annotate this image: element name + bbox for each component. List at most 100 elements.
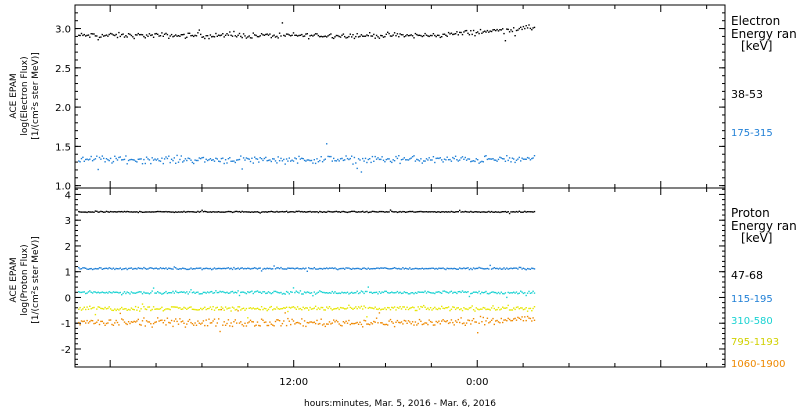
electron-point-175-315 [165, 156, 167, 158]
electron-point-175-315 [108, 159, 110, 162]
proton-point-1060-1900 [224, 324, 227, 326]
proton-point-115-195 [154, 267, 156, 270]
proton-point-310-580 [302, 293, 304, 295]
proton-point-115-195 [169, 267, 171, 270]
proton-point-795-1193 [310, 308, 313, 310]
electron-point-175-315 [248, 158, 250, 160]
proton-point-795-1193 [202, 307, 205, 310]
proton-point-795-1193 [518, 308, 520, 310]
proton-point-310-580 [349, 292, 351, 294]
proton-point-310-580 [100, 291, 102, 294]
proton-point-115-195 [173, 266, 175, 268]
electron-point-38-53 [170, 33, 173, 36]
proton-point-47-68 [188, 211, 191, 213]
proton-point-47-68 [441, 211, 443, 213]
proton-legend-series-2: 115-195 [731, 294, 773, 305]
proton-point-47-68 [399, 210, 401, 213]
electron-point-175-315 [145, 156, 148, 158]
electron-point-175-315 [143, 158, 145, 161]
proton-point-310-580 [312, 295, 314, 297]
proton-point-795-1193 [484, 307, 486, 309]
electron-point-38-53 [127, 33, 130, 35]
proton-point-1060-1900 [420, 320, 422, 322]
electron-point-38-53 [377, 36, 379, 38]
proton-point-310-580 [374, 291, 376, 294]
proton-point-795-1193 [276, 306, 278, 308]
proton-point-310-580 [109, 291, 112, 294]
proton-point-1060-1900 [403, 319, 405, 322]
proton-point-310-580 [486, 292, 489, 295]
electron-point-175-315 [482, 161, 484, 163]
proton-point-795-1193 [269, 306, 271, 309]
electron-point-175-315 [395, 155, 397, 158]
proton-point-47-68 [388, 211, 390, 213]
proton-point-795-1193 [148, 306, 151, 308]
proton-point-310-580 [182, 291, 184, 293]
proton-point-795-1193 [218, 309, 220, 311]
electron-point-38-53 [331, 37, 333, 39]
proton-point-795-1193 [524, 308, 526, 310]
proton-point-310-580 [219, 290, 221, 293]
proton-point-47-68 [123, 210, 126, 213]
electron-point-175-315 [215, 157, 217, 159]
proton-point-1060-1900 [503, 319, 505, 321]
proton-point-795-1193 [497, 306, 500, 309]
proton-point-115-195 [424, 267, 426, 270]
proton-point-47-68 [431, 211, 433, 213]
proton-point-115-195 [359, 268, 361, 270]
proton-point-1060-1900 [461, 322, 464, 325]
proton-point-310-580 [402, 292, 404, 294]
proton-point-47-68 [457, 211, 459, 213]
electron-point-38-53 [133, 37, 135, 40]
proton-point-1060-1900 [508, 318, 511, 321]
proton-point-115-195 [115, 267, 117, 270]
proton-point-310-580 [335, 292, 338, 294]
proton-point-1060-1900 [266, 324, 268, 327]
proton-point-1060-1900 [125, 322, 127, 325]
electron-point-38-53 [306, 33, 308, 35]
electron-point-38-53 [91, 33, 94, 35]
electron-point-175-315 [438, 157, 440, 160]
proton-point-115-195 [400, 268, 403, 270]
proton-point-310-580 [122, 292, 124, 295]
proton-point-47-68 [161, 211, 163, 213]
electron-point-38-53 [86, 34, 88, 37]
electron-point-38-53 [283, 34, 285, 37]
proton-point-115-195 [139, 267, 141, 270]
proton-point-795-1193 [378, 307, 381, 310]
proton-point-1060-1900 [251, 321, 253, 323]
proton-point-115-195 [511, 267, 514, 270]
proton-point-795-1193 [145, 308, 148, 311]
proton-point-310-580 [223, 291, 225, 294]
electron-point-38-53 [212, 35, 214, 38]
proton-point-47-68 [411, 210, 414, 213]
proton-point-47-68 [447, 211, 450, 213]
electron-point-38-53 [363, 35, 365, 37]
proton-point-1060-1900 [287, 317, 289, 320]
proton-point-795-1193 [499, 309, 501, 311]
proton-point-795-1193 [326, 306, 328, 308]
proton-point-795-1193 [490, 307, 493, 309]
proton-point-115-195 [425, 267, 428, 270]
electron-point-38-53 [121, 33, 123, 36]
electron-point-38-53 [346, 36, 349, 39]
electron-point-175-315 [265, 156, 267, 159]
proton-point-1060-1900 [515, 319, 518, 321]
proton-point-795-1193 [324, 309, 326, 311]
proton-point-795-1193 [521, 307, 523, 309]
proton-point-795-1193 [277, 308, 279, 310]
proton-point-1060-1900 [186, 323, 188, 325]
proton-point-310-580 [450, 290, 453, 292]
proton-legend-title-1: Proton [731, 206, 770, 220]
proton-point-310-580 [431, 292, 433, 294]
proton-point-795-1193 [522, 308, 525, 311]
proton-point-310-580 [330, 292, 332, 294]
proton-point-1060-1900 [481, 321, 483, 323]
electron-point-38-53 [518, 27, 520, 30]
electron-point-175-315 [266, 160, 268, 162]
electron-point-38-53 [504, 40, 507, 42]
proton-point-795-1193 [425, 308, 428, 310]
proton-point-310-580 [224, 292, 227, 294]
proton-point-310-580 [195, 291, 198, 294]
proton-point-115-195 [439, 267, 441, 270]
